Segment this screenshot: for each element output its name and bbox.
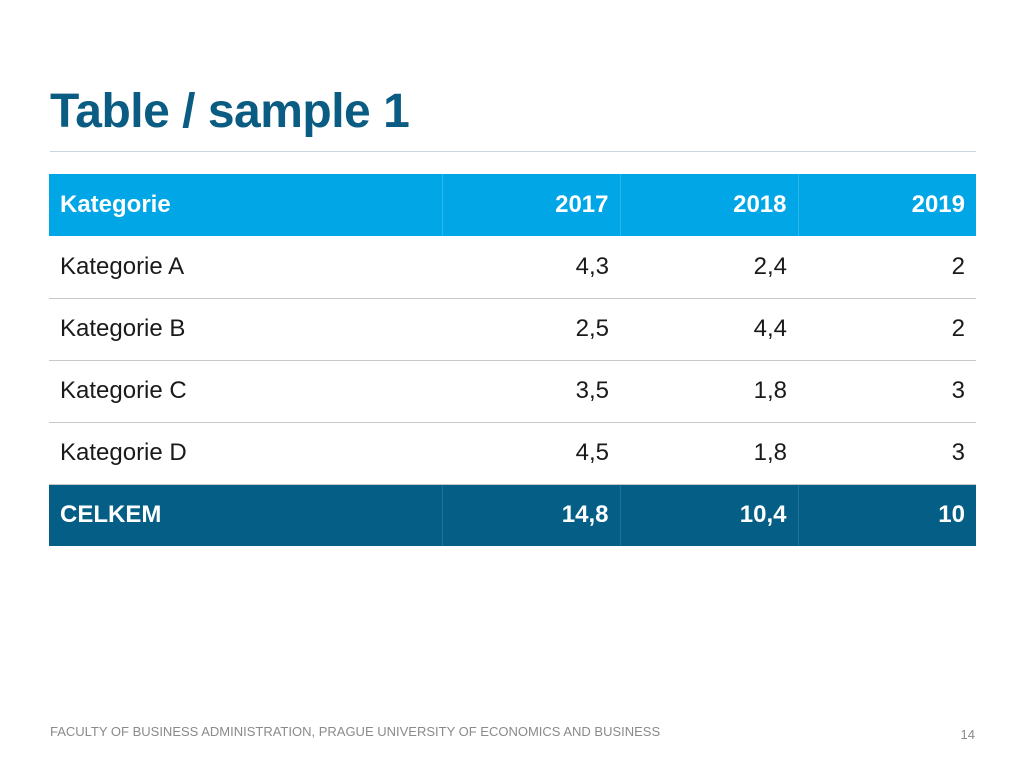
- header-cell-2018: 2018: [620, 174, 799, 236]
- total-cell-2017: 14,8: [442, 484, 621, 546]
- table-cell: 4,3: [442, 236, 620, 299]
- table-row: Kategorie B 2,5 4,4 2: [49, 298, 976, 361]
- table-cell: 3: [798, 422, 976, 485]
- row-label: Kategorie A: [49, 236, 442, 299]
- table-cell: 3,5: [442, 360, 620, 423]
- table-cell: 1,8: [620, 422, 798, 485]
- table-cell: 4,4: [620, 298, 798, 361]
- page-number: 14: [960, 727, 975, 742]
- table-row: Kategorie D 4,5 1,8 3: [49, 422, 976, 485]
- table-cell: 1,8: [620, 360, 798, 423]
- header-cell-2017: 2017: [442, 174, 621, 236]
- total-cell-2018: 10,4: [620, 484, 799, 546]
- slide-title: Table / sample 1: [50, 85, 410, 138]
- table-cell: 4,5: [442, 422, 620, 485]
- header-cell-2019: 2019: [911, 191, 965, 218]
- row-label: Kategorie B: [49, 298, 442, 361]
- table-cell: 2,4: [620, 236, 798, 299]
- total-cell-2019: 10: [938, 501, 965, 529]
- data-table: Kategorie 2017 2018 2019 Kategorie A 4,3…: [49, 174, 976, 546]
- title-divider: [50, 151, 976, 152]
- footer-text: FACULTY OF BUSINESS ADMINISTRATION, PRAG…: [50, 724, 661, 739]
- table-row: Kategorie A 4,3 2,4 2: [49, 236, 976, 299]
- table-cell: 2: [798, 236, 976, 299]
- header-cell-category: Kategorie: [49, 174, 443, 236]
- table-cell: 2: [798, 298, 976, 361]
- table-total-row: CELKEM 14,8 10,4 10: [49, 484, 976, 546]
- table-cell: 2,5: [442, 298, 620, 361]
- table-header-row: Kategorie 2017 2018 2019: [49, 174, 976, 236]
- row-label: Kategorie C: [49, 360, 442, 423]
- table-row: Kategorie C 3,5 1,8 3: [49, 360, 976, 423]
- total-label: CELKEM: [49, 484, 443, 546]
- row-label: Kategorie D: [49, 422, 442, 485]
- table-cell: 3: [798, 360, 976, 423]
